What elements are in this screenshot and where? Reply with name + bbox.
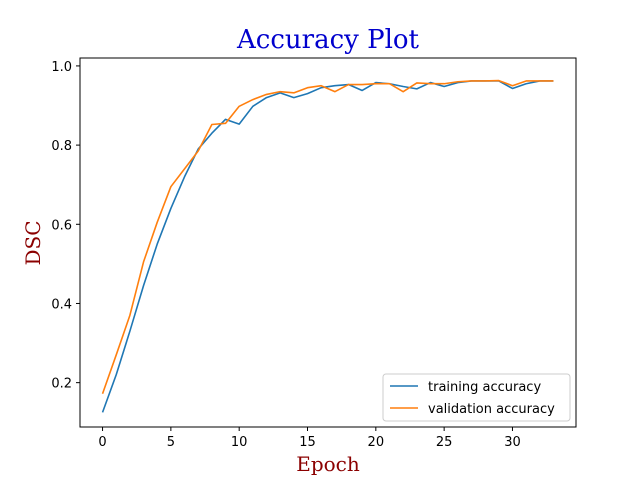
y-tick-label: 0.2 [51,377,72,392]
y-tick-label: 1.0 [51,60,72,75]
y-tick-label: 0.8 [51,139,72,154]
y-axis-label: DSC [21,220,45,265]
y-tick-label: 0.4 [51,297,72,312]
x-tick-label: 15 [299,435,316,450]
x-tick-label: 30 [504,435,521,450]
x-axis-label: Epoch [296,452,360,476]
y-tick-label: 0.6 [51,218,72,233]
x-tick-label: 20 [368,435,385,450]
x-tick-label: 25 [436,435,453,450]
x-tick-label: 0 [98,435,106,450]
x-tick-label: 5 [167,435,175,450]
x-tick-label: 10 [231,435,248,450]
legend: training accuracy validation accuracy [383,374,570,421]
legend-label-training-accuracy: training accuracy [428,380,541,395]
legend-label-validation-accuracy: validation accuracy [428,402,555,417]
chart-title: Accuracy Plot [236,25,420,55]
axes-frame [80,58,576,427]
